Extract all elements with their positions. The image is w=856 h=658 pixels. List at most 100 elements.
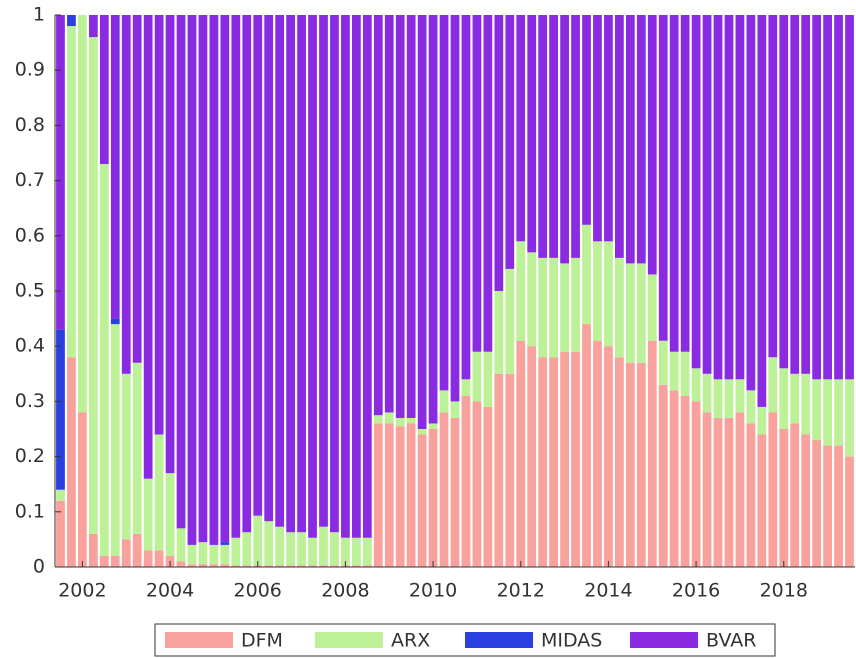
bar-segment <box>351 565 361 567</box>
bar-segment <box>143 15 153 479</box>
bar-segment <box>143 478 153 551</box>
bar-segment <box>428 429 438 567</box>
bar-segment <box>669 351 679 391</box>
bar-segment <box>209 564 219 567</box>
legend-swatch <box>465 632 533 648</box>
bar-segment <box>121 373 131 540</box>
bar-segment <box>779 15 789 369</box>
legend-swatch <box>315 632 383 648</box>
bar-segment <box>494 15 504 291</box>
bar-segment <box>341 15 350 538</box>
bar-segment <box>67 26 76 358</box>
bar-segment <box>308 565 317 567</box>
y-tick-label: 0.3 <box>15 390 45 412</box>
x-tick-label: 2004 <box>146 580 194 602</box>
y-tick-label: 1 <box>33 4 45 26</box>
bar-segment <box>768 412 778 567</box>
bar-segment <box>67 357 76 567</box>
bar-segment <box>724 15 734 380</box>
bar-segment <box>680 395 690 567</box>
bar-segment <box>165 15 175 474</box>
bar-segment <box>132 362 142 534</box>
bar-segment <box>187 15 197 545</box>
bar-segment <box>461 15 471 380</box>
bar-segment <box>209 15 219 545</box>
bar-segment <box>571 15 580 258</box>
bar-segment <box>735 379 745 413</box>
bar-segment <box>845 379 854 457</box>
bar-segment <box>625 362 635 567</box>
bar-segment <box>724 417 734 567</box>
bar-segment <box>406 423 416 567</box>
bar-segment <box>560 15 569 264</box>
bar-segment <box>242 15 252 533</box>
bar-segment <box>220 15 230 543</box>
legend-swatch <box>165 632 233 648</box>
bar-segment <box>406 417 416 424</box>
bar-segment <box>384 412 394 424</box>
bar-segment <box>702 412 712 567</box>
bar-segment <box>56 489 65 501</box>
bar-segment <box>198 564 208 567</box>
bar-segment <box>604 346 613 567</box>
bar-segment <box>110 324 120 556</box>
bar-segment <box>845 15 854 380</box>
bar-segment <box>647 274 657 341</box>
bar-segment <box>110 318 120 325</box>
bar-segment <box>658 340 668 385</box>
bar-segment <box>735 412 745 567</box>
bar-segment <box>790 15 800 374</box>
y-tick-label: 0.1 <box>15 500 45 522</box>
bar-segment <box>88 37 98 534</box>
bar-segment <box>297 15 306 533</box>
bar-segment <box>99 15 109 165</box>
bar-segment <box>812 15 822 380</box>
bar-segment <box>110 555 120 567</box>
bar-segment <box>516 241 526 341</box>
bar-segment <box>362 565 372 567</box>
bar-segment <box>658 15 668 341</box>
bar-segment <box>439 390 449 413</box>
bar-segment <box>231 565 241 567</box>
bar-segment <box>384 15 394 413</box>
legend-swatch <box>630 632 698 648</box>
bar-segment <box>823 445 832 567</box>
bar-segment <box>384 423 394 567</box>
y-tick-label: 0.7 <box>15 169 45 191</box>
bar-segment <box>264 15 274 522</box>
bar-segment <box>505 15 515 269</box>
bar-segment <box>582 324 591 567</box>
bar-segment <box>110 15 120 319</box>
bar-segment <box>176 561 186 567</box>
bar-segment <box>56 500 65 567</box>
bar-segment <box>834 379 843 446</box>
bar-segment <box>176 15 186 529</box>
bar-segment <box>549 257 559 358</box>
bar-segment <box>483 351 493 407</box>
bar-segment <box>582 224 591 325</box>
bar-segment <box>625 263 635 363</box>
bar-segment <box>351 537 361 566</box>
bar-segment <box>439 412 449 567</box>
bar-segment <box>571 351 580 567</box>
bar-segment <box>341 537 350 566</box>
bar-segment <box>801 15 811 374</box>
bar-segment <box>220 542 230 545</box>
bar-segment <box>406 15 416 418</box>
bar-segment <box>264 521 274 566</box>
x-tick-label: 2008 <box>321 580 369 602</box>
y-tick-label: 0.4 <box>15 335 45 357</box>
bar-segment <box>472 15 482 352</box>
bar-segment <box>297 532 306 566</box>
bar-segment <box>746 15 756 391</box>
bar-segment <box>308 15 317 538</box>
bar-segment <box>604 241 613 347</box>
bar-segment <box>735 15 745 380</box>
bar-segment <box>615 257 624 358</box>
bar-segment <box>198 15 208 543</box>
bar-segment <box>812 440 822 567</box>
legend-label: BVAR <box>706 630 756 652</box>
bar-segment <box>308 537 317 566</box>
bar-segment <box>450 401 460 418</box>
bar-segment <box>395 426 405 567</box>
